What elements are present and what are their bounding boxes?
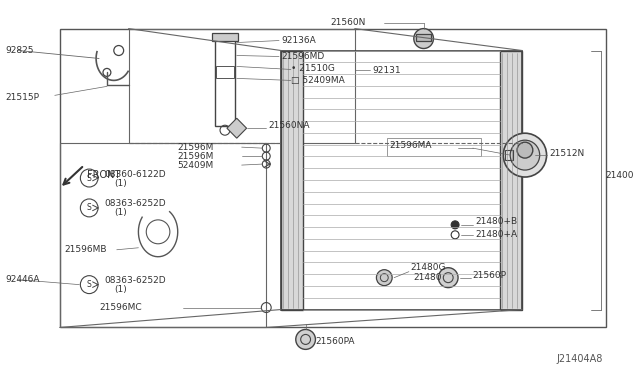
Text: (1): (1) (114, 285, 127, 294)
Text: 21400: 21400 (605, 170, 634, 180)
Text: 92825: 92825 (6, 46, 34, 55)
Circle shape (510, 140, 540, 170)
Polygon shape (227, 118, 246, 138)
Text: □ 52409MA: □ 52409MA (291, 76, 344, 85)
Bar (500, 51, 522, 310)
Bar (60, 143, 266, 327)
Bar (129, 29, 355, 143)
Text: 92136A: 92136A (281, 36, 316, 45)
Bar (387, 138, 481, 156)
Circle shape (296, 330, 316, 349)
Text: 08363-6252D: 08363-6252D (104, 276, 166, 285)
Text: 21480+A: 21480+A (476, 230, 518, 239)
Bar (60, 29, 605, 327)
Bar (281, 51, 303, 310)
Text: 92131: 92131 (372, 66, 401, 75)
Text: 92446A: 92446A (6, 275, 40, 284)
Circle shape (376, 270, 392, 286)
Bar (281, 51, 522, 310)
Text: 21512N: 21512N (550, 149, 585, 158)
Circle shape (517, 142, 533, 158)
Text: 21596MC: 21596MC (99, 303, 141, 312)
Bar (416, 33, 431, 41)
Text: 21596MB: 21596MB (65, 245, 107, 254)
Circle shape (503, 133, 547, 177)
Bar (215, 39, 235, 126)
Bar (212, 33, 237, 41)
Bar (216, 67, 234, 78)
Text: 21596MA: 21596MA (389, 141, 432, 150)
Text: 52409M: 52409M (178, 161, 214, 170)
Text: 08363-6252D: 08363-6252D (104, 199, 166, 208)
Text: 21596M: 21596M (178, 142, 214, 152)
Text: 21560N: 21560N (330, 18, 365, 27)
Text: 21515P: 21515P (6, 93, 40, 102)
Text: S: S (87, 203, 92, 212)
Text: 08360-6122D: 08360-6122D (104, 170, 166, 179)
Text: 21560NA: 21560NA (268, 121, 310, 130)
Circle shape (451, 221, 459, 229)
Text: (1): (1) (114, 208, 127, 217)
Text: 21560P: 21560P (473, 271, 507, 280)
Text: 21480: 21480 (414, 273, 442, 282)
Text: (1): (1) (114, 179, 127, 187)
Text: 21596M: 21596M (178, 152, 214, 161)
Text: 21480+B: 21480+B (476, 217, 518, 227)
Bar (505, 150, 513, 160)
Text: 21560PA: 21560PA (316, 337, 355, 346)
Text: FRONT: FRONT (87, 170, 120, 180)
Text: 21596MD: 21596MD (281, 52, 324, 61)
Text: S: S (87, 280, 92, 289)
Circle shape (438, 268, 458, 288)
Circle shape (414, 29, 433, 48)
Text: • 21510G: • 21510G (291, 64, 335, 73)
Text: 21480G: 21480G (411, 263, 446, 272)
Text: S: S (87, 173, 92, 183)
Text: J21404A8: J21404A8 (556, 355, 603, 364)
